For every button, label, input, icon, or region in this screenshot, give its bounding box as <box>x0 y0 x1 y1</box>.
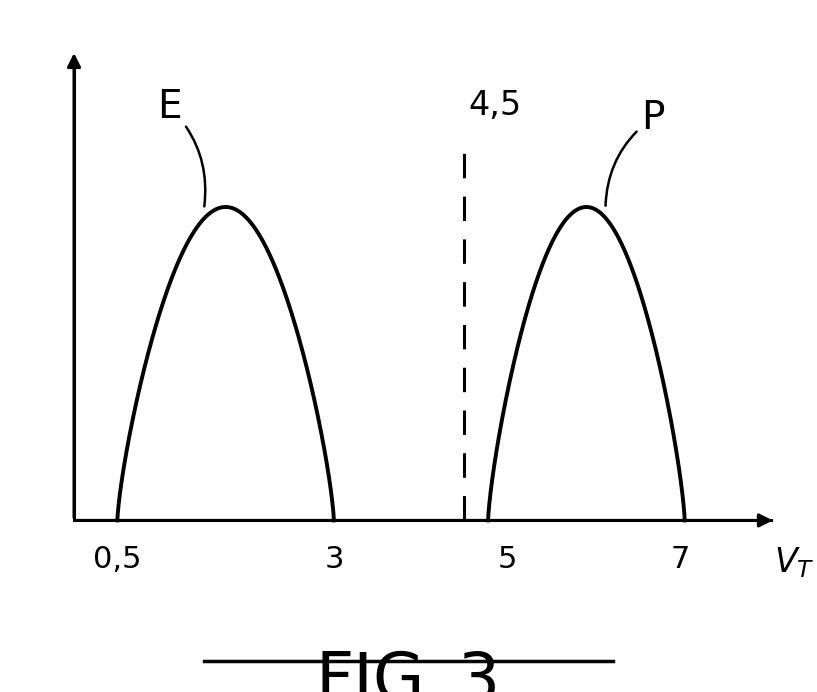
Text: E: E <box>157 88 205 206</box>
Text: $V_T$: $V_T$ <box>774 545 815 580</box>
Text: FIG_3: FIG_3 <box>316 650 501 692</box>
Text: 7: 7 <box>671 545 690 574</box>
Text: 3: 3 <box>324 545 344 574</box>
Text: P: P <box>605 98 665 206</box>
Text: 4,5: 4,5 <box>468 89 521 122</box>
Text: 5: 5 <box>498 545 517 574</box>
Text: 0,5: 0,5 <box>93 545 141 574</box>
